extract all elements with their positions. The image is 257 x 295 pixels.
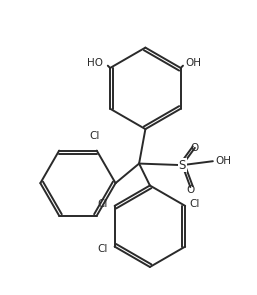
Text: OH: OH xyxy=(215,156,231,166)
Text: Cl: Cl xyxy=(89,131,100,141)
Text: OH: OH xyxy=(185,58,201,68)
Text: Cl: Cl xyxy=(190,199,200,209)
Text: Cl: Cl xyxy=(97,199,108,209)
Text: O: O xyxy=(191,142,199,153)
Text: Cl: Cl xyxy=(97,244,108,254)
Text: O: O xyxy=(186,185,195,195)
Text: HO: HO xyxy=(87,58,103,68)
Text: S: S xyxy=(179,159,186,172)
